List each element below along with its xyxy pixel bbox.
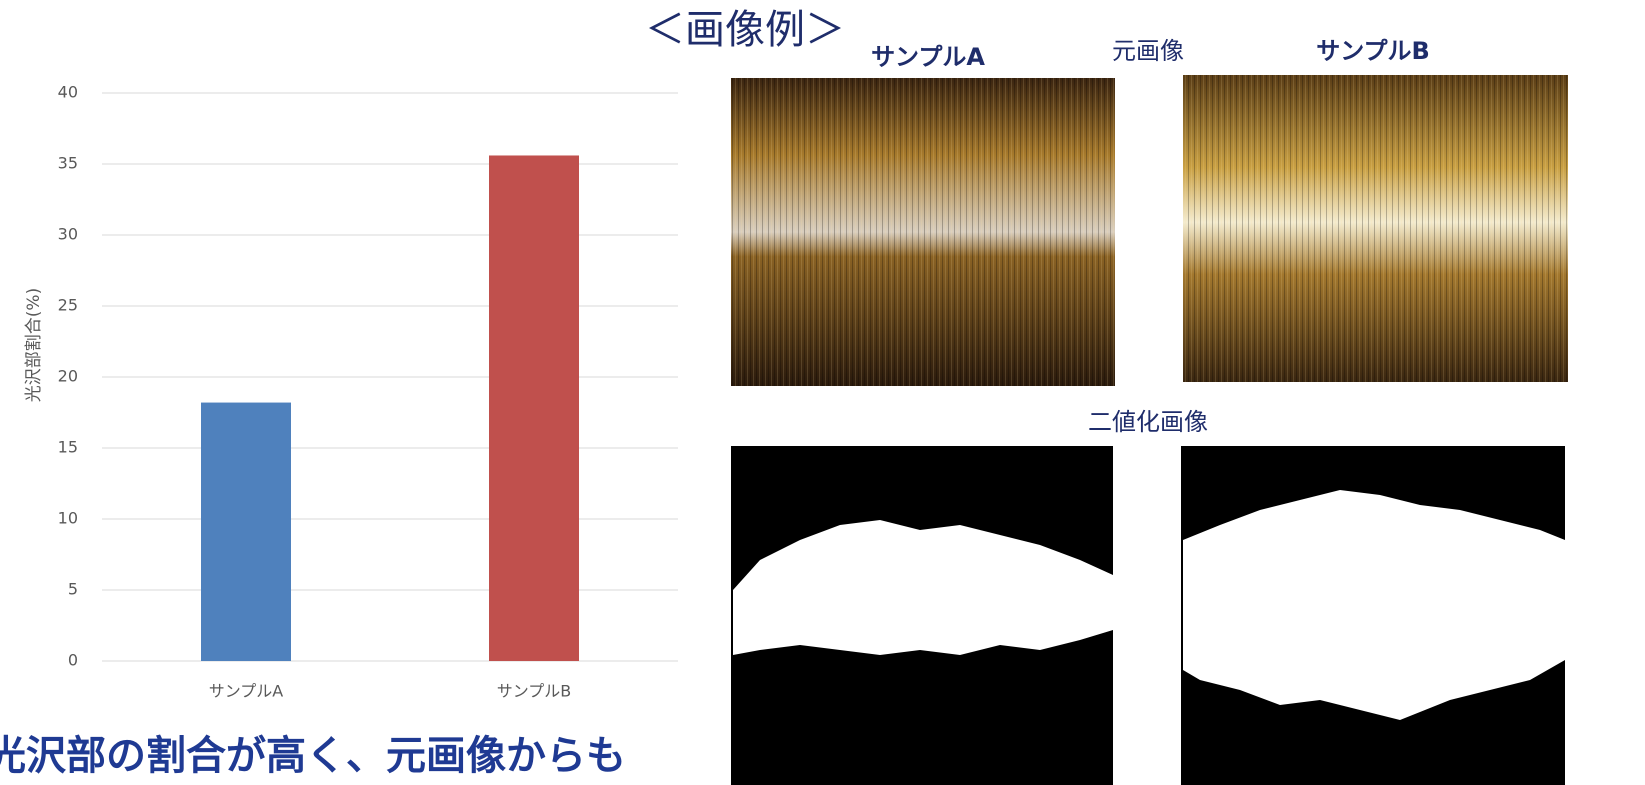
bar — [201, 402, 291, 661]
binary-blob — [733, 520, 1113, 655]
bar — [489, 155, 579, 662]
binary-blob — [1183, 490, 1565, 720]
y-tick-label: 10 — [58, 509, 78, 528]
label: 元画像 — [1112, 37, 1184, 65]
y-tick-label: 5 — [68, 580, 78, 599]
label: 二値化画像 — [1088, 408, 1208, 436]
y-tick-label: 0 — [68, 651, 78, 670]
x-tick-label: サンプルB — [497, 682, 572, 701]
y-tick-label: 35 — [58, 154, 78, 173]
caption: 光沢部の割合が高く、元画像からも — [0, 733, 626, 779]
image-texture — [731, 78, 1115, 386]
y-tick-label: 20 — [58, 367, 78, 386]
y-tick-label: 40 — [58, 83, 78, 102]
y-axis-label: 光沢部割合(%) — [24, 288, 44, 402]
image-texture — [1183, 75, 1568, 382]
panel-title: ＜画像例＞ — [645, 7, 845, 53]
y-tick-label: 15 — [58, 438, 78, 457]
x-tick-label: サンプルA — [209, 682, 284, 701]
label: サンプルB — [1316, 37, 1430, 65]
y-tick-label: 30 — [58, 225, 78, 244]
label: サンプルA — [871, 43, 985, 71]
y-tick-label: 25 — [58, 296, 78, 315]
